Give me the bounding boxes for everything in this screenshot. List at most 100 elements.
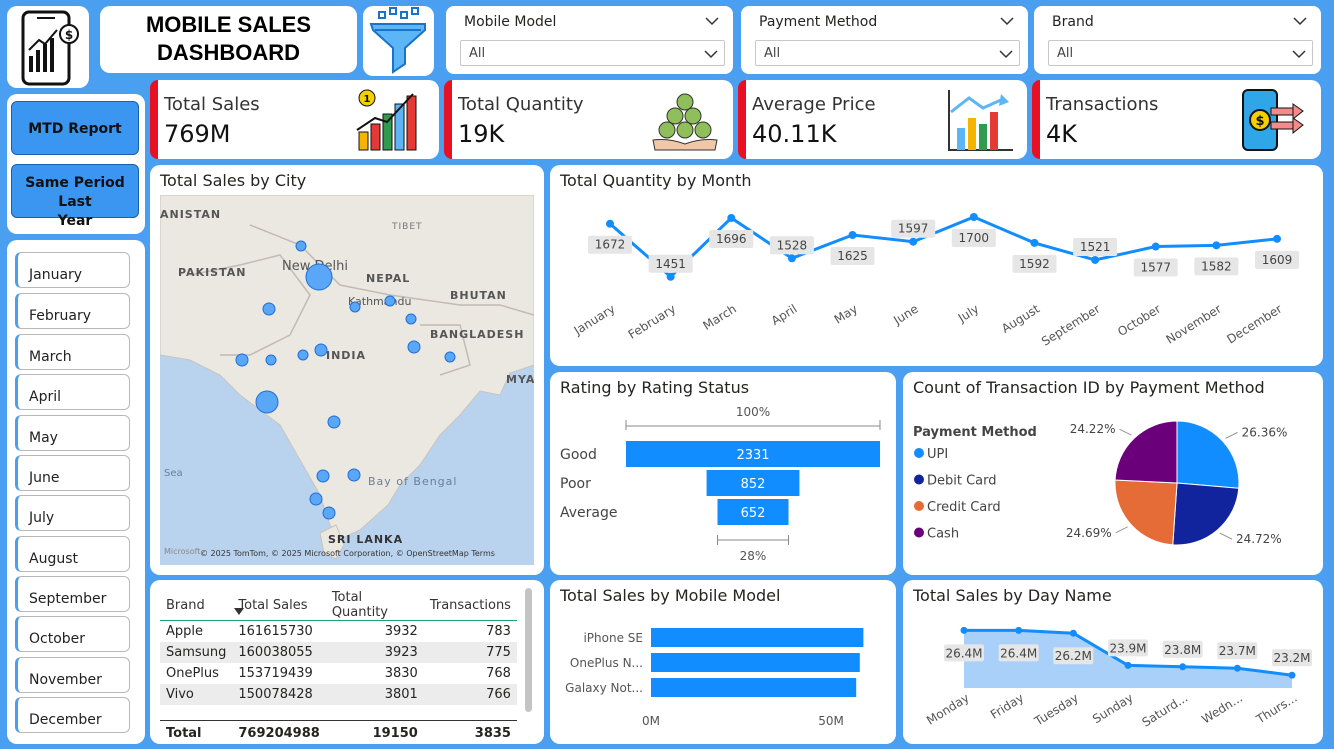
- map-label-kathmandu: Kathmandu: [348, 295, 411, 308]
- x-tick-label: February: [626, 302, 679, 342]
- data-label-bg: [1194, 257, 1239, 276]
- table-row[interactable]: Apple 161615730 3932 783: [160, 620, 517, 642]
- mtd-report-button[interactable]: MTD Report: [11, 101, 139, 155]
- table-row[interactable]: Samsung 160038055 3923 775: [160, 641, 517, 663]
- city-bubble[interactable]: [305, 263, 333, 291]
- month-button-march[interactable]: March: [15, 334, 130, 370]
- city-bubble[interactable]: [347, 468, 361, 482]
- mobile-model-dropdown[interactable]: All: [460, 40, 725, 66]
- city-bubble[interactable]: [255, 390, 279, 414]
- month-label: August: [29, 551, 78, 567]
- x-tick-label: March: [700, 302, 738, 333]
- funnel-category-label: Poor: [560, 476, 591, 492]
- month-button-november[interactable]: November: [15, 657, 130, 693]
- brand-slicer[interactable]: Brand All: [1034, 6, 1321, 74]
- city-bubble[interactable]: [262, 302, 276, 316]
- pie-slice: [1114, 420, 1178, 484]
- map-label-bhutan: BHUTAN: [450, 289, 507, 302]
- pie-data-label: 24.72%: [1236, 532, 1282, 546]
- map-attribution[interactable]: © 2025 TomTom, © 2025 Microsoft Corporat…: [200, 549, 495, 558]
- dashboard-title-line1: MOBILE SALES: [145, 12, 311, 37]
- month-label: June: [29, 470, 60, 486]
- column-header-transactions[interactable]: Transactions: [429, 597, 511, 613]
- month-button-april[interactable]: April: [15, 374, 130, 410]
- india-map[interactable]: ANISTAN TIBET PAKISTAN New Delhi NEPAL K…: [160, 195, 534, 565]
- pie-slice: [1114, 479, 1178, 546]
- city-bubble[interactable]: [309, 492, 323, 506]
- month-button-october[interactable]: October: [15, 616, 130, 652]
- month-button-may[interactable]: May: [15, 415, 130, 451]
- same-period-last-year-button[interactable]: Same Period Last Year: [11, 164, 139, 229]
- table-total-transactions: 3835: [423, 720, 517, 747]
- month-button-september[interactable]: September: [15, 576, 130, 612]
- brand-dropdown[interactable]: All: [1048, 40, 1313, 66]
- chevron-down-icon[interactable]: [1293, 14, 1307, 28]
- column-header-brand[interactable]: Brand: [166, 597, 205, 613]
- city-bubble[interactable]: [444, 351, 456, 363]
- legend-item-label: Credit Card: [927, 500, 1001, 515]
- city-bubble[interactable]: [405, 313, 417, 325]
- month-button-february[interactable]: February: [15, 293, 130, 329]
- sales-by-model-bar-chart[interactable]: iPhone SE OnePlus N... Galaxy Not... 0M 50M: [550, 580, 896, 744]
- sort-descending-icon[interactable]: [234, 608, 244, 616]
- data-point: [960, 626, 968, 634]
- chevron-down-icon[interactable]: [705, 14, 719, 28]
- coin-stack-hand-icon: [652, 93, 718, 151]
- x-tick-label: July: [955, 302, 982, 326]
- funnel-bar: [717, 499, 789, 525]
- pie-leader-line: [1119, 428, 1132, 436]
- city-bubble[interactable]: [349, 301, 361, 313]
- month-button-december[interactable]: December: [15, 697, 130, 733]
- filter-icon-card[interactable]: [363, 6, 434, 76]
- column-header-total-quantity[interactable]: Total Quantity: [331, 590, 388, 620]
- chevron-down-icon[interactable]: [1000, 14, 1014, 28]
- month-button-august[interactable]: August: [15, 536, 130, 572]
- data-label-bg: [769, 236, 814, 255]
- city-bubble[interactable]: [316, 469, 330, 483]
- payment-method-pie-chart[interactable]: Payment Method UPI Debit Card Credit Card Ca…: [903, 372, 1323, 575]
- map-title: Total Sales by City: [160, 171, 307, 190]
- mobile-model-slicer[interactable]: Mobile Model All: [446, 6, 733, 74]
- kpi-total-quantity: Total Quantity 19K: [444, 80, 733, 159]
- table-cell-brand: Apple: [166, 623, 204, 639]
- city-bubble[interactable]: [384, 295, 396, 307]
- funnel-category-label: Good: [560, 447, 597, 463]
- table-cell-total-sales: 161615730: [238, 623, 313, 639]
- column-header-total-sales[interactable]: Total Sales: [238, 597, 308, 613]
- rating-funnel-chart[interactable]: 100% 2331 Good 852 Poor 652 Average 28%: [550, 372, 896, 575]
- city-bubbles[interactable]: [235, 240, 456, 520]
- city-bubble[interactable]: [297, 349, 309, 361]
- map-label-myanmar: MYA: [506, 373, 534, 386]
- city-bubble[interactable]: [327, 415, 341, 429]
- data-point: [666, 272, 675, 281]
- kpi-accent-bar: [444, 80, 452, 159]
- month-button-july[interactable]: July: [15, 495, 130, 531]
- table-scrollbar[interactable]: [525, 588, 532, 712]
- dashboard-title-card: MOBILE SALES DASHBOARD: [100, 6, 357, 73]
- slicer-label: Mobile Model: [464, 14, 557, 30]
- month-button-january[interactable]: January: [15, 252, 130, 288]
- table-row[interactable]: OnePlus 153719439 3830 768: [160, 663, 517, 684]
- slicer-value: All: [1057, 46, 1074, 61]
- city-bubble[interactable]: [265, 354, 277, 366]
- city-bubble[interactable]: [322, 506, 336, 520]
- payment-method-slicer[interactable]: Payment Method All: [741, 6, 1028, 74]
- table-total-quantity: 19150: [325, 720, 424, 747]
- city-bubble[interactable]: [407, 340, 421, 354]
- payment-method-dropdown[interactable]: All: [755, 40, 1020, 66]
- data-point: [787, 254, 796, 263]
- city-bubble[interactable]: [235, 353, 249, 367]
- kpi-accent-bar: [150, 80, 158, 159]
- table-row[interactable]: Vivo 150078428 3801 766: [160, 683, 517, 705]
- sales-by-day-area-chart[interactable]: 26.4M Monday 26.4M Friday 26.2M Tuesday 23.9M S…: [903, 580, 1323, 744]
- month-button-june[interactable]: June: [15, 455, 130, 491]
- legend-marker: [914, 448, 924, 458]
- data-point: [848, 231, 857, 239]
- city-bubble[interactable]: [295, 240, 307, 252]
- bar: [651, 653, 860, 672]
- x-tick-label: October: [1115, 302, 1163, 339]
- x-tick-label: Friday: [988, 691, 1026, 722]
- data-point: [1015, 626, 1023, 634]
- city-bubble[interactable]: [314, 343, 328, 357]
- quantity-by-month-line-chart[interactable]: 1672 January 1451 February 1696 March 1528 Apri…: [550, 165, 1323, 366]
